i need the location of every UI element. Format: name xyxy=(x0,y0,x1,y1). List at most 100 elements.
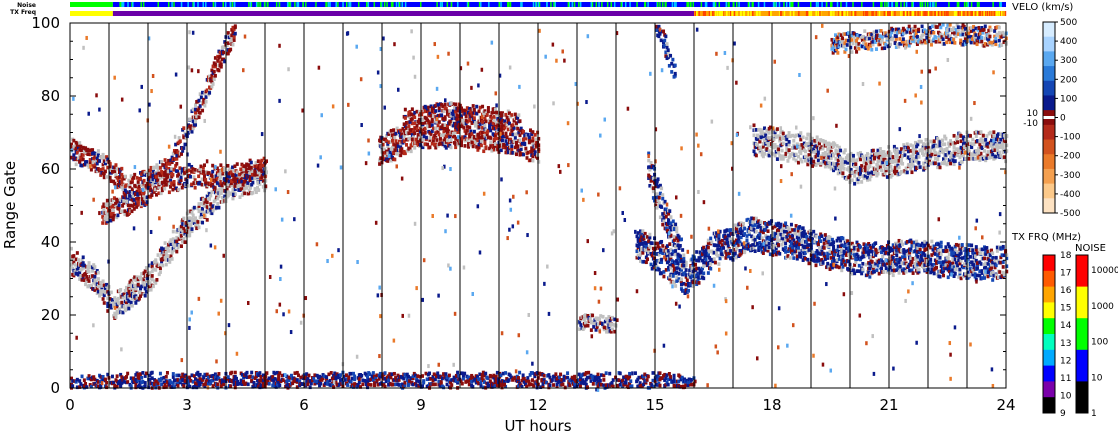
scatter-cell xyxy=(796,160,800,165)
scatter-cell xyxy=(226,176,230,181)
scatter-cell xyxy=(815,249,819,253)
noise-strip-tick xyxy=(197,2,199,7)
scatter-cell xyxy=(241,189,245,193)
scatter-cell xyxy=(226,41,230,45)
scatter-cell xyxy=(899,169,903,174)
scatter-cell xyxy=(209,77,213,81)
scatter-cell xyxy=(88,160,92,165)
scatter-cell xyxy=(102,175,106,180)
scatter-cell xyxy=(706,241,710,245)
scatter-cell xyxy=(855,257,859,262)
scatter-cell xyxy=(672,280,676,285)
scatter-cell xyxy=(853,181,857,186)
scatter-cell xyxy=(469,142,473,147)
txfreq-strip-tick xyxy=(725,11,727,16)
scatter-cell xyxy=(176,150,180,155)
scatter-cell xyxy=(865,246,869,251)
scatter-cell xyxy=(978,269,982,274)
scatter-cell xyxy=(717,243,721,248)
scatter-cell xyxy=(702,264,706,268)
scatter-cell xyxy=(182,126,186,130)
noise-strip-tick xyxy=(457,2,459,7)
scatter-cell xyxy=(706,271,710,275)
scatter-cell xyxy=(968,255,972,259)
scatter-cell xyxy=(137,202,141,206)
noise-strip-tick xyxy=(861,2,863,7)
scatter-cell xyxy=(449,138,453,142)
scatter-cell xyxy=(124,285,128,290)
scatter-cell xyxy=(492,115,496,119)
txfreq-strip-tick xyxy=(828,11,831,16)
noise-strip-tick xyxy=(992,2,994,7)
scatter-cell xyxy=(878,158,882,163)
scatter-cell xyxy=(176,169,180,174)
scatter-cell xyxy=(140,271,144,276)
scatter-cell xyxy=(959,258,963,263)
scatter-cell xyxy=(213,64,217,69)
txfreq-strip-tick xyxy=(944,11,946,16)
txfreq-strip-tick xyxy=(863,11,865,16)
noise-strip-tick xyxy=(366,2,368,7)
scatter-cell xyxy=(73,269,77,274)
txfreq-strip-tick xyxy=(917,11,919,16)
scatter-cell xyxy=(227,183,231,188)
noise-strip-tick xyxy=(687,2,689,7)
scatter-cell xyxy=(386,144,390,149)
scatter-cell xyxy=(436,123,440,128)
scatter-cell xyxy=(752,149,756,154)
scatter-cell xyxy=(832,256,836,260)
txfreq-strip-tick xyxy=(736,11,738,16)
scatter-cell xyxy=(190,164,194,169)
scatter-cell xyxy=(665,253,669,258)
scatter-cell xyxy=(260,175,264,179)
scatter-cell xyxy=(686,288,690,293)
scatter-cell xyxy=(980,269,984,273)
scatter-cell xyxy=(856,180,860,185)
noise-strip-tick xyxy=(956,2,959,7)
scatter-cell xyxy=(424,135,428,140)
scatter-cell xyxy=(216,59,220,63)
scatter-cell xyxy=(777,221,781,226)
scatter-cell xyxy=(143,187,147,192)
scatter-cell xyxy=(737,243,741,247)
scatter-cell xyxy=(400,132,404,137)
scatter-cell xyxy=(793,243,797,248)
scatter-cell xyxy=(819,138,823,142)
scatter-cell xyxy=(796,228,800,233)
scatter-cell xyxy=(137,188,141,192)
scatter-cell xyxy=(482,149,486,154)
scatter-cell xyxy=(732,253,736,258)
scatter-cell xyxy=(778,238,782,243)
noise-strip-tick xyxy=(773,2,776,7)
scatter-cell xyxy=(832,244,836,249)
scatter-cell xyxy=(187,168,191,173)
scatter-cell xyxy=(856,248,860,252)
scatter-cell xyxy=(172,248,176,253)
scatter-cell xyxy=(156,178,160,183)
scatter-cell xyxy=(816,158,820,163)
scatter-cell xyxy=(740,242,744,247)
scatter-cell xyxy=(846,160,850,165)
scatter-cell xyxy=(111,198,115,203)
scatter-cell xyxy=(461,135,465,139)
scatter-cell xyxy=(74,146,78,151)
scatter-cell xyxy=(410,107,414,112)
txfreq-strip-tick xyxy=(851,11,853,16)
txfreq-strip-tick xyxy=(809,11,811,16)
scatter-cell xyxy=(534,137,538,142)
scatter-cell xyxy=(196,220,200,224)
scatter-cell xyxy=(157,263,161,268)
scatter-cell xyxy=(726,244,730,248)
scatter-cell xyxy=(72,153,76,157)
scatter-cell xyxy=(129,283,133,288)
scatter-cell xyxy=(260,163,264,168)
scatter-cell xyxy=(788,152,792,157)
scatter-cell xyxy=(117,307,121,311)
scatter-cell xyxy=(231,29,235,34)
scatter-cell xyxy=(744,240,748,245)
noise-strip-tick xyxy=(757,2,760,7)
scatter-cell xyxy=(947,266,951,271)
scatter-cell xyxy=(840,268,844,273)
scatter-cell xyxy=(842,259,846,264)
scatter-cell xyxy=(873,264,877,268)
